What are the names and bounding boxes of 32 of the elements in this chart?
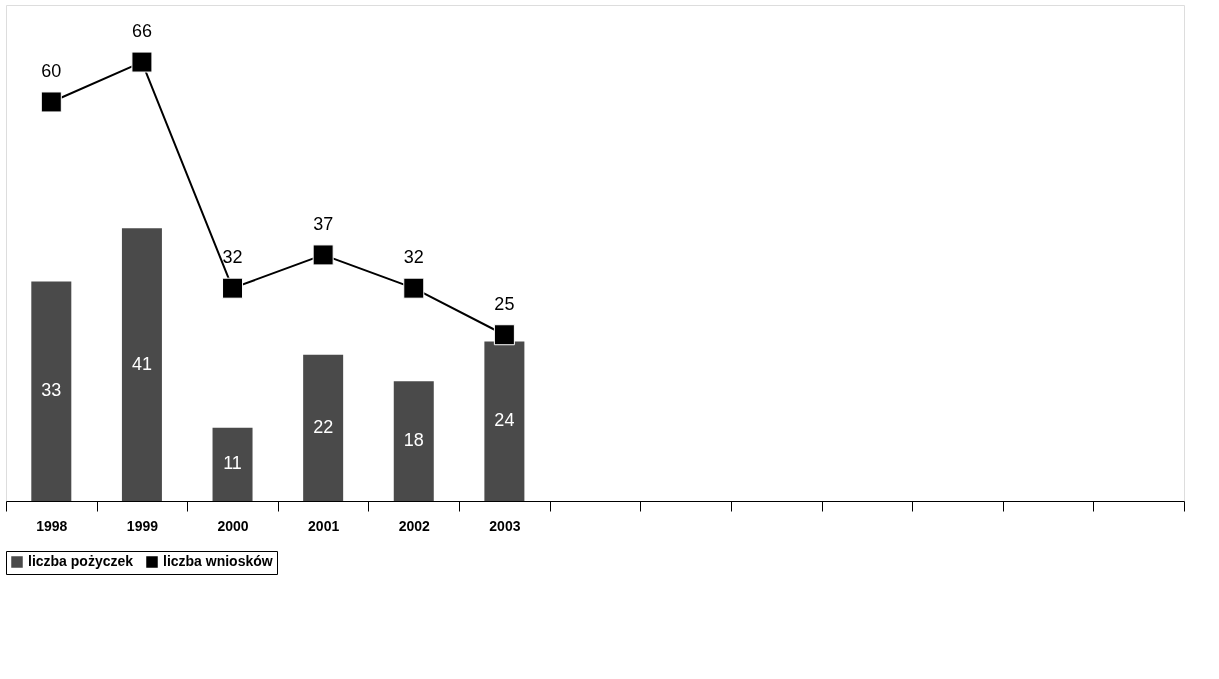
point	[131, 51, 153, 73]
x-tick-label: 2001	[308, 517, 340, 534]
data-label: 18	[403, 430, 424, 451]
bar	[393, 381, 434, 501]
legend-label: liczba wniosków	[163, 553, 273, 569]
point	[40, 91, 62, 113]
data-label: 66	[131, 21, 152, 42]
bar	[212, 427, 253, 501]
data-label: 32	[403, 247, 424, 268]
data-label: 60	[41, 60, 62, 81]
x-tick-label: 2003	[489, 517, 521, 534]
data-label: 32	[222, 247, 243, 268]
bar	[484, 341, 525, 501]
data-label: 37	[313, 213, 334, 234]
bar	[31, 281, 72, 501]
bar	[303, 354, 344, 501]
bar	[121, 228, 162, 501]
x-tick-label: 1999	[126, 517, 159, 534]
x-tick-label: 2000	[217, 517, 249, 534]
legend-label: liczba pożyczek	[28, 553, 134, 569]
x-tick-label: 1998	[36, 517, 68, 534]
data-label: 22	[313, 416, 334, 437]
data-label: 25	[494, 293, 515, 314]
point	[312, 244, 334, 266]
point	[403, 277, 425, 299]
data-label: 33	[41, 380, 62, 401]
point	[493, 324, 515, 346]
x-tick-label: 2002	[398, 517, 431, 534]
data-label: 41	[131, 353, 152, 374]
data-label: 24	[494, 410, 515, 431]
point	[222, 277, 244, 299]
data-label: 11	[223, 453, 242, 474]
